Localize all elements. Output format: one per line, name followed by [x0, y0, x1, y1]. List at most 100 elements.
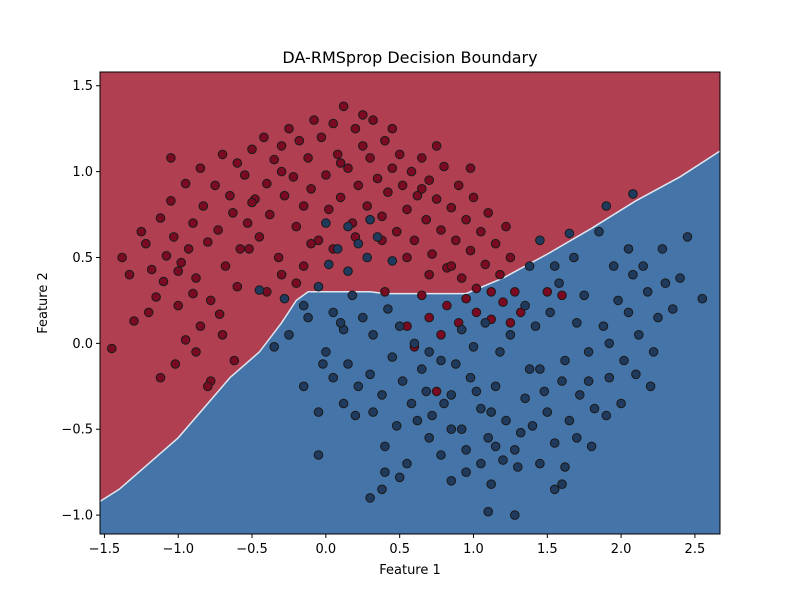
data-point-class-1	[358, 312, 368, 323]
data-point-class-1	[542, 407, 553, 417]
data-point-class-0	[456, 273, 467, 283]
data-point-class-1	[572, 433, 582, 443]
data-point-class-1	[476, 458, 486, 469]
data-point-class-1	[424, 347, 435, 357]
data-point-class-0	[229, 355, 240, 366]
data-point-class-0	[461, 214, 471, 225]
data-point-class-0	[335, 158, 346, 168]
data-point-class-1	[557, 376, 567, 386]
data-point-class-0	[417, 290, 427, 301]
data-point-class-1	[564, 228, 575, 239]
data-point-class-0	[332, 149, 343, 160]
data-point-class-0	[265, 209, 275, 220]
data-point-class-0	[417, 184, 427, 194]
data-point-class-0	[486, 287, 497, 297]
data-point-class-1	[638, 261, 649, 271]
data-point-class-0	[490, 238, 501, 249]
x-tick-label: 1.5	[537, 542, 558, 557]
data-point-class-1	[510, 510, 520, 520]
data-point-class-0	[291, 278, 302, 289]
data-point-class-0	[377, 211, 387, 222]
data-point-class-1	[313, 281, 324, 292]
data-point-class-1	[468, 342, 479, 352]
data-point-class-0	[309, 115, 319, 125]
data-point-class-1	[347, 290, 358, 301]
x-tick-label: 1.0	[463, 542, 484, 557]
data-point-class-0	[254, 232, 265, 242]
data-point-class-1	[451, 359, 461, 369]
data-point-class-0	[387, 123, 398, 134]
data-point-class-0	[298, 261, 309, 271]
data-point-class-0	[372, 173, 383, 184]
data-point-class-1	[321, 218, 331, 228]
data-point-class-1	[601, 201, 612, 211]
chart-title: DA-RMSprop Decision Boundary	[282, 48, 537, 67]
data-point-class-1	[616, 398, 626, 409]
data-point-class-0	[424, 269, 435, 280]
data-point-class-1	[634, 330, 644, 340]
data-point-class-0	[136, 226, 147, 237]
data-point-class-1	[380, 441, 390, 452]
data-point-class-1	[539, 386, 550, 397]
data-point-class-1	[549, 261, 560, 271]
x-tick-label: −1.5	[89, 542, 121, 557]
data-point-class-1	[446, 476, 457, 486]
data-point-class-1	[298, 381, 309, 392]
data-point-class-0	[391, 226, 402, 237]
data-point-class-0	[173, 266, 183, 277]
data-point-class-1	[343, 266, 353, 277]
data-point-class-0	[239, 170, 250, 180]
data-point-class-0	[358, 110, 368, 120]
data-point-class-1	[495, 347, 505, 357]
data-point-class-1	[530, 321, 541, 332]
data-point-class-0	[166, 153, 176, 163]
data-point-class-1	[510, 445, 520, 455]
data-point-class-1	[524, 261, 535, 271]
data-point-class-0	[203, 237, 213, 247]
data-point-class-1	[560, 462, 570, 472]
data-point-class-0	[431, 194, 442, 204]
data-point-class-0	[244, 244, 254, 254]
data-point-class-1	[279, 293, 290, 304]
data-point-class-1	[284, 330, 294, 340]
data-point-class-1	[397, 376, 408, 386]
data-point-class-1	[427, 410, 437, 421]
data-point-class-1	[557, 479, 567, 490]
data-point-class-0	[210, 180, 220, 191]
data-point-class-1	[328, 307, 339, 318]
data-point-class-1	[569, 252, 579, 263]
data-point-class-1	[549, 484, 560, 495]
data-point-class-0	[298, 201, 309, 211]
data-point-class-1	[486, 407, 497, 417]
data-point-class-1	[598, 321, 609, 332]
data-point-class-0	[461, 293, 471, 304]
data-point-class-1	[628, 269, 638, 280]
data-point-class-1	[446, 424, 457, 435]
data-point-class-0	[303, 153, 313, 163]
data-point-class-0	[191, 273, 201, 283]
data-point-class-1	[436, 355, 446, 366]
data-point-class-0	[291, 221, 302, 232]
data-point-class-0	[151, 292, 161, 302]
data-point-class-0	[306, 238, 316, 249]
data-point-class-0	[294, 135, 305, 146]
data-point-class-1	[527, 421, 538, 431]
data-point-class-1	[424, 433, 435, 443]
data-point-class-1	[515, 427, 526, 438]
data-point-class-0	[505, 318, 516, 328]
data-point-class-1	[383, 304, 393, 314]
data-point-class-0	[247, 144, 257, 155]
data-point-class-0	[166, 196, 176, 206]
data-point-class-1	[623, 244, 634, 254]
data-point-class-0	[328, 118, 339, 129]
data-point-class-1	[657, 244, 668, 254]
data-point-class-1	[583, 376, 594, 386]
data-point-class-0	[180, 178, 191, 189]
y-axis-label: Feature 2	[36, 272, 51, 334]
data-point-class-0	[380, 135, 390, 146]
data-point-class-0	[353, 180, 364, 191]
x-axis-label: Feature 1	[379, 563, 441, 578]
data-point-class-0	[417, 153, 427, 163]
data-point-class-0	[262, 178, 272, 189]
data-point-class-1	[461, 445, 471, 455]
